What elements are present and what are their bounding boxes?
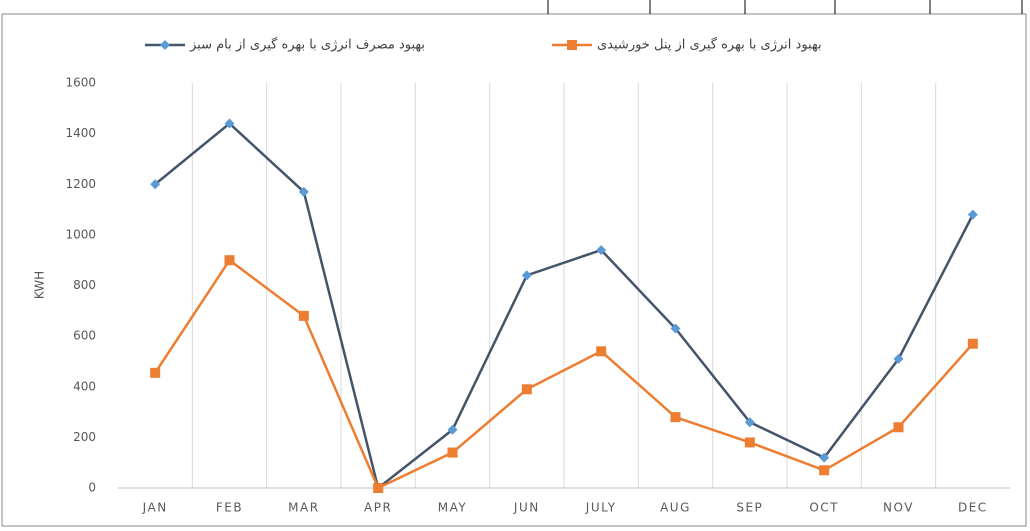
- marker: [521, 384, 532, 395]
- x-tick-label: AUG: [660, 501, 691, 515]
- x-tick-label: NOV: [883, 501, 914, 515]
- x-tick-label: MAY: [438, 501, 467, 515]
- marker: [224, 255, 235, 266]
- y-tick-label: 0: [88, 481, 96, 495]
- x-tick-label: JULY: [585, 501, 617, 515]
- x-tick-label: FEB: [216, 501, 243, 515]
- marker: [447, 424, 458, 435]
- marker: [521, 270, 532, 281]
- marker: [298, 186, 309, 197]
- series-line: [154, 258, 974, 490]
- marker: [596, 245, 607, 256]
- x-tick-label: APR: [364, 501, 392, 515]
- marker: [160, 40, 170, 50]
- marker: [967, 338, 978, 349]
- marker: [150, 367, 161, 378]
- x-tick-label: JUN: [513, 501, 540, 515]
- marker: [373, 483, 384, 493]
- x-tick-label: SEP: [736, 501, 763, 515]
- y-axis-label: KWH: [33, 271, 47, 299]
- marker: [447, 447, 458, 458]
- y-tick-label: 600: [73, 329, 96, 343]
- y-tick-label: 800: [73, 278, 96, 292]
- y-tick-label: 1400: [65, 126, 96, 140]
- x-tick-label: OCT: [809, 501, 839, 515]
- legend-label: بهبود انرژی با بهره گیری از پنل خورشیدی: [597, 37, 822, 53]
- series-line: [154, 121, 974, 491]
- y-tick-label: 400: [73, 379, 96, 393]
- marker: [893, 353, 904, 364]
- chart-frame: [1, 13, 1027, 527]
- marker: [298, 310, 309, 321]
- y-tick-label: 1200: [65, 177, 96, 191]
- marker: [567, 40, 577, 50]
- marker: [744, 417, 755, 428]
- x-tick-label: DEC: [958, 501, 988, 515]
- marker: [596, 346, 607, 357]
- marker: [893, 422, 904, 433]
- marker: [670, 412, 681, 423]
- y-tick-label: 1000: [65, 227, 96, 241]
- marker: [150, 179, 161, 190]
- marker: [744, 437, 755, 448]
- y-tick-label: 1600: [65, 76, 96, 90]
- marker: [967, 209, 978, 220]
- marker: [819, 452, 830, 463]
- marker: [224, 118, 235, 129]
- legend-label: بهبود مصرف انرژی با بهره گیری از بام سبز: [189, 37, 425, 53]
- marker: [819, 465, 830, 476]
- x-tick-label: MAR: [288, 501, 319, 515]
- marker: [670, 323, 681, 334]
- legend: بهبود مصرف انرژی با بهره گیری از بام سبز…: [145, 37, 822, 53]
- x-tick-label: JAN: [142, 501, 168, 515]
- y-tick-label: 200: [73, 430, 96, 444]
